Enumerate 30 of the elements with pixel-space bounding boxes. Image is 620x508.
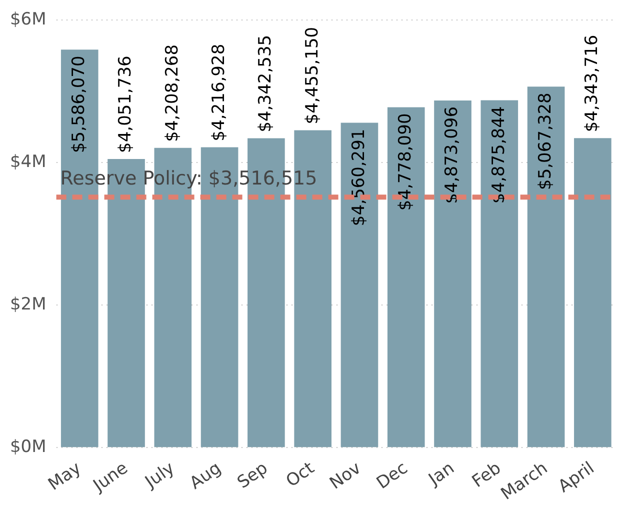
bar xyxy=(387,107,425,448)
x-tick-label: Jan xyxy=(424,458,458,490)
bar xyxy=(574,138,612,448)
x-tick-label: Sep xyxy=(234,458,272,494)
y-tick-label: $2M xyxy=(10,294,46,315)
data-label: $4,343,716 xyxy=(582,34,602,132)
data-label: $4,560,291 xyxy=(348,128,369,226)
data-label: $4,873,096 xyxy=(442,106,462,204)
y-tick-label: $4M xyxy=(10,152,46,172)
x-tick-label: Dec xyxy=(373,458,412,494)
data-label: $4,342,535 xyxy=(256,34,276,132)
bar xyxy=(480,100,518,448)
bar xyxy=(434,100,472,448)
data-label: $4,455,150 xyxy=(302,26,322,124)
data-label: $4,051,736 xyxy=(116,56,136,153)
data-label: $4,208,268 xyxy=(162,44,182,142)
x-tick-label: Nov xyxy=(326,458,365,494)
x-tick-label: May xyxy=(44,458,86,495)
x-tick-label: Oct xyxy=(282,458,318,492)
data-label: $4,875,844 xyxy=(488,106,509,204)
data-label: $4,216,928 xyxy=(208,44,229,142)
data-label: $5,586,070 xyxy=(69,56,90,154)
bar xyxy=(527,86,565,448)
y-tick-label: $0M xyxy=(10,436,46,457)
bar xyxy=(340,122,378,448)
data-label: $4,778,090 xyxy=(396,113,416,211)
x-tick-label: July xyxy=(140,458,178,493)
x-tick-label: Aug xyxy=(186,458,225,494)
y-tick-label: $6M xyxy=(10,10,46,30)
data-label: $5,067,328 xyxy=(535,92,556,190)
